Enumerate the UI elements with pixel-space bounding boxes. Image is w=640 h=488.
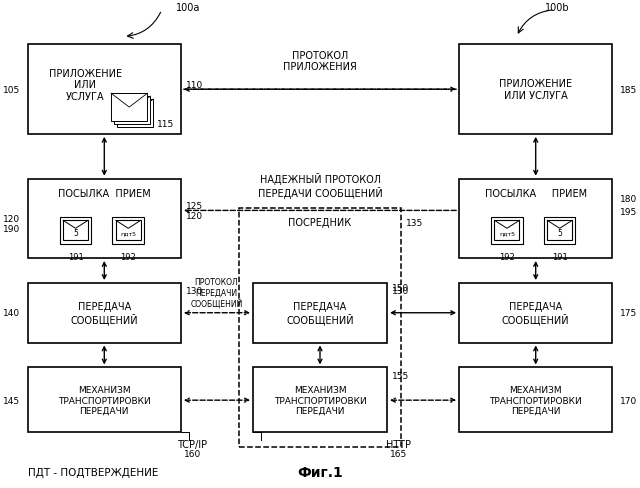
Text: 191: 191 <box>552 252 568 261</box>
Bar <box>491 218 523 244</box>
Text: ПДТ - ПОДТВЕРЖДЕНИЕ: ПДТ - ПОДТВЕРЖДЕНИЕ <box>28 467 158 477</box>
Text: 145: 145 <box>3 396 20 405</box>
Text: 140: 140 <box>3 308 20 318</box>
Bar <box>113 218 144 244</box>
Bar <box>253 284 387 343</box>
Text: НАДЕЖНЫЙ ПРОТОКОЛ
ПЕРЕДАЧИ СООБЩЕНИЙ: НАДЕЖНЫЙ ПРОТОКОЛ ПЕРЕДАЧИ СООБЩЕНИЙ <box>258 173 382 199</box>
Bar <box>60 218 92 244</box>
Text: Фиг.1: Фиг.1 <box>297 465 343 479</box>
Text: 180: 180 <box>620 195 637 203</box>
Text: 160: 160 <box>184 449 201 458</box>
Text: 5: 5 <box>557 229 562 238</box>
Text: ПОСЫЛКА     ПРИЕМ: ПОСЫЛКА ПРИЕМ <box>484 188 587 198</box>
Text: 185: 185 <box>620 85 637 95</box>
Bar <box>116 100 153 128</box>
Text: HTTP: HTTP <box>386 439 411 449</box>
Bar <box>459 367 612 432</box>
Text: 192: 192 <box>499 252 515 261</box>
Text: 110: 110 <box>186 81 203 89</box>
Text: пдт5: пдт5 <box>120 231 136 236</box>
Bar <box>28 45 181 135</box>
Text: 192: 192 <box>120 252 136 261</box>
Bar <box>459 179 612 259</box>
Text: ПРИЛОЖЕНИЕ
ИЛИ УСЛУГА: ПРИЛОЖЕНИЕ ИЛИ УСЛУГА <box>499 79 572 101</box>
Bar <box>239 209 401 447</box>
Bar <box>116 221 141 241</box>
Text: ПОСРЕДНИК: ПОСРЕДНИК <box>289 218 351 228</box>
Bar <box>114 97 150 125</box>
Text: 120: 120 <box>3 214 20 224</box>
Text: 5: 5 <box>73 229 78 238</box>
Text: 195: 195 <box>620 207 637 217</box>
Text: пдт5: пдт5 <box>499 231 515 236</box>
Text: 175: 175 <box>620 308 637 318</box>
Bar <box>28 179 181 259</box>
Bar <box>28 367 181 432</box>
Text: МЕХАНИЗМ
ТРАНСПОРТИРОВКИ
ПЕРЕДАЧИ: МЕХАНИЗМ ТРАНСПОРТИРОВКИ ПЕРЕДАЧИ <box>58 386 150 415</box>
Text: ПРОТОКОЛ
ПЕРЕДАЧИ
СООБЩЕНИЙ: ПРОТОКОЛ ПЕРЕДАЧИ СООБЩЕНИЙ <box>190 277 243 308</box>
Bar <box>495 221 520 241</box>
Text: 120: 120 <box>186 211 203 221</box>
Text: 130: 130 <box>186 287 203 296</box>
Bar <box>459 284 612 343</box>
Text: 125: 125 <box>186 202 203 210</box>
Bar <box>459 45 612 135</box>
Text: 170: 170 <box>620 396 637 405</box>
Bar <box>111 94 147 122</box>
Text: 135: 135 <box>406 219 424 227</box>
Bar <box>544 218 575 244</box>
Text: 191: 191 <box>68 252 83 261</box>
Text: ПРИЛОЖЕНИЕ
ИЛИ
УСЛУГА: ПРИЛОЖЕНИЕ ИЛИ УСЛУГА <box>49 68 122 102</box>
Text: 165: 165 <box>390 449 407 458</box>
Text: ПОСЫЛКА  ПРИЕМ: ПОСЫЛКА ПРИЕМ <box>58 188 150 198</box>
Text: 190: 190 <box>3 224 20 233</box>
Text: 100b: 100b <box>545 3 570 13</box>
Text: 130: 130 <box>392 287 409 296</box>
Text: 105: 105 <box>3 85 20 95</box>
Text: ПЕРЕДАЧА
СООБЩЕНИЙ: ПЕРЕДАЧА СООБЩЕНИЙ <box>70 301 138 325</box>
Bar <box>63 221 88 241</box>
Text: TCP/IP: TCP/IP <box>177 439 207 449</box>
Text: ПЕРЕДАЧА
СООБЩЕНИЙ: ПЕРЕДАЧА СООБЩЕНИЙ <box>286 301 354 325</box>
Text: МЕХАНИЗМ
ТРАНСПОРТИРОВКИ
ПЕРЕДАЧИ: МЕХАНИЗМ ТРАНСПОРТИРОВКИ ПЕРЕДАЧИ <box>274 386 366 415</box>
Bar <box>253 367 387 432</box>
Text: ПРОТОКОЛ
ПРИЛОЖЕНИЯ: ПРОТОКОЛ ПРИЛОЖЕНИЯ <box>283 51 357 72</box>
Bar <box>28 284 181 343</box>
Text: 115: 115 <box>157 120 174 129</box>
Text: 155: 155 <box>392 371 409 380</box>
Text: ПЕРЕДАЧА
СООБЩЕНИЙ: ПЕРЕДАЧА СООБЩЕНИЙ <box>502 301 570 325</box>
Text: 100a: 100a <box>176 3 200 13</box>
Text: 150: 150 <box>392 284 409 293</box>
Text: МЕХАНИЗМ
ТРАНСПОРТИРОВКИ
ПЕРЕДАЧИ: МЕХАНИЗМ ТРАНСПОРТИРОВКИ ПЕРЕДАЧИ <box>490 386 582 415</box>
Bar <box>547 221 572 241</box>
